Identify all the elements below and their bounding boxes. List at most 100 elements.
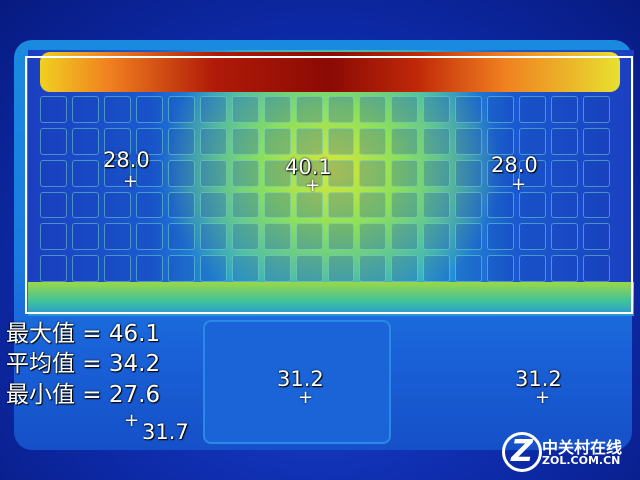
key	[135, 255, 163, 282]
key	[40, 255, 67, 282]
key	[487, 191, 515, 219]
key	[487, 127, 515, 155]
key	[551, 191, 579, 219]
key	[103, 255, 131, 282]
key	[359, 255, 387, 282]
key	[167, 255, 195, 282]
key	[199, 223, 227, 251]
key	[487, 223, 515, 251]
spot-temp-trackpad: 31.2	[277, 367, 324, 391]
crosshair-icon: +	[298, 387, 314, 408]
key	[199, 127, 227, 155]
key	[455, 96, 483, 123]
key	[295, 159, 323, 187]
key	[583, 255, 610, 282]
key	[71, 255, 99, 282]
key	[231, 255, 259, 282]
key	[167, 191, 195, 219]
key	[391, 127, 419, 155]
key	[391, 255, 419, 282]
stat-avg: 平均值 = 34.2	[6, 351, 161, 377]
spot-temp-palm-right: 31.2	[515, 367, 562, 391]
palm-rest	[28, 282, 634, 316]
key	[135, 223, 163, 251]
key	[167, 127, 195, 155]
key	[231, 191, 259, 219]
crosshair-icon: +	[305, 175, 321, 196]
key	[231, 223, 259, 251]
key	[327, 223, 355, 251]
key	[551, 159, 579, 187]
key	[551, 96, 579, 123]
key	[199, 191, 227, 219]
key	[487, 96, 515, 123]
key	[359, 159, 387, 187]
key	[263, 223, 291, 251]
key	[551, 255, 579, 282]
key	[167, 96, 195, 123]
key	[519, 191, 547, 219]
keyboard-deck	[28, 50, 634, 315]
key	[519, 127, 547, 155]
hinge-hot-zone	[40, 52, 620, 92]
key	[167, 159, 195, 187]
key	[455, 255, 483, 282]
key	[135, 96, 163, 123]
key	[263, 255, 291, 282]
key	[40, 191, 67, 219]
spot-temp-palm-left: 31.7	[142, 420, 189, 444]
key	[199, 159, 227, 187]
key	[551, 223, 579, 251]
key	[103, 127, 131, 155]
key	[40, 223, 67, 251]
crosshair-icon: +	[124, 410, 140, 431]
key	[423, 223, 451, 251]
key	[583, 127, 610, 155]
key	[295, 255, 323, 282]
key	[71, 96, 99, 123]
key	[295, 223, 323, 251]
key	[40, 96, 67, 123]
key	[103, 191, 131, 219]
stat-max: 最大值 = 46.1	[6, 321, 161, 347]
key	[359, 223, 387, 251]
key	[231, 159, 259, 187]
key	[231, 127, 259, 155]
key	[167, 223, 195, 251]
key	[231, 96, 259, 123]
key	[263, 96, 291, 123]
key	[551, 127, 579, 155]
key	[263, 127, 291, 155]
key	[423, 96, 451, 123]
key	[40, 127, 67, 155]
key	[71, 223, 99, 251]
key	[327, 255, 355, 282]
key	[135, 191, 163, 219]
key	[391, 96, 419, 123]
key	[391, 159, 419, 187]
key	[103, 223, 131, 251]
key	[199, 96, 227, 123]
measurement-box	[25, 56, 633, 314]
key	[263, 159, 291, 187]
key	[583, 159, 610, 187]
key	[423, 191, 451, 219]
key	[583, 223, 610, 251]
key	[359, 191, 387, 219]
spot-temp-center: 40.1	[285, 155, 332, 179]
spot-temp-right: 28.0	[491, 153, 538, 177]
key	[391, 223, 419, 251]
key	[71, 159, 99, 187]
key	[519, 96, 547, 123]
key	[327, 159, 355, 187]
key	[327, 96, 355, 123]
key	[391, 191, 419, 219]
key	[199, 255, 227, 282]
key	[71, 127, 99, 155]
zol-watermark: Z 中关村在线 ZOL.COM.CN	[500, 430, 630, 474]
key	[423, 255, 451, 282]
key	[487, 255, 515, 282]
key	[135, 159, 163, 187]
key	[455, 127, 483, 155]
key	[583, 191, 610, 219]
